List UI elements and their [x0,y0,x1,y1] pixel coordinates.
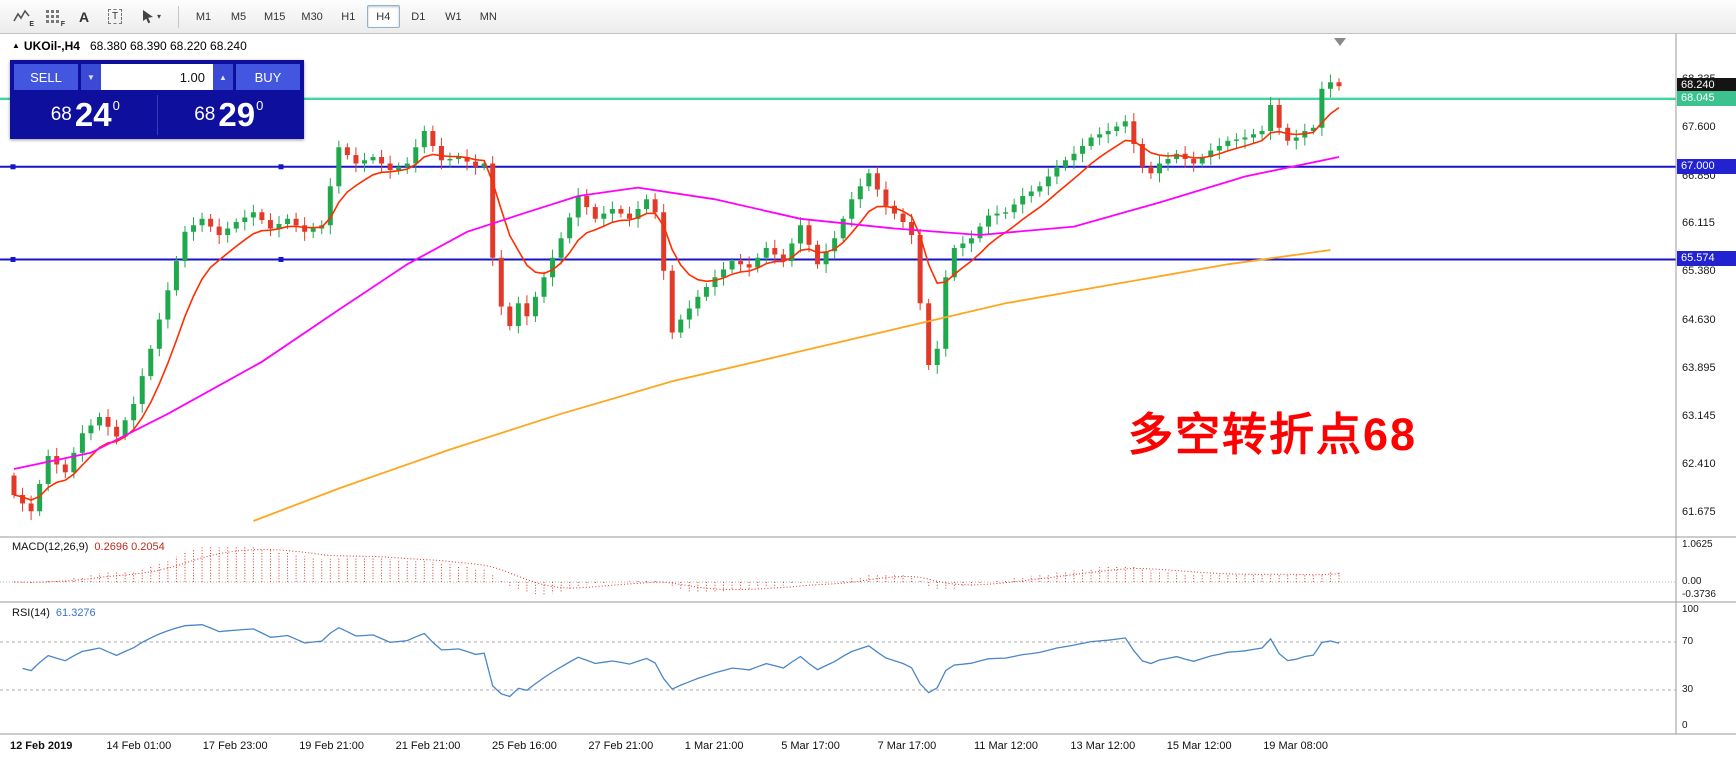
buy-price-whole: 68 [194,103,216,125]
buy-price-pips: 29 [218,96,256,133]
zigzag-icon [13,9,30,22]
text-box-tool-button[interactable]: T [101,4,129,29]
toolbar: E F A T ▾ M1 M5 M15 M30 H1 H4 D1 W1 MN [0,0,1736,34]
chart-title: ▲ UKOil-,H4 68.380 68.390 68.220 68.240 [12,39,247,53]
grid-icon[interactable]: F [39,4,67,29]
price-divider [156,94,158,135]
sell-price[interactable]: 68 24 0 [14,98,157,131]
trade-prices-row: 68 24 0 68 29 0 [14,90,300,139]
icon-badge-e: E [29,21,34,28]
line-handle[interactable] [278,164,284,170]
timeframe-button-m30[interactable]: M30 [294,5,329,28]
trade-controls-row: SELL ▼ ▲ BUY [14,64,300,90]
timeframe-button-d1[interactable]: D1 [402,5,435,28]
buy-button[interactable]: BUY [236,64,300,90]
sell-price-pips: 24 [74,96,112,133]
buy-price-sup: 0 [256,98,264,113]
timeframe-button-w1[interactable]: W1 [437,5,470,28]
text-label-tool-button[interactable]: A [70,4,98,29]
line-handle[interactable] [10,256,16,262]
candles-layer [11,74,1342,520]
rsi-line [22,624,1340,698]
chart-shift-marker-icon[interactable] [1334,38,1346,46]
timeframe-button-h1[interactable]: H1 [332,5,365,28]
line-handle[interactable] [278,256,284,262]
icon-badge-f: F [60,21,65,28]
ma-orange-line [253,249,1331,522]
ohlc-readout: 68.380 68.390 68.220 68.240 [89,39,247,53]
cursor-tool-button[interactable]: ▾ [132,4,170,29]
chart-text-annotation: 多空转折点68 [1128,409,1418,460]
rsi-value: 61.3276 [55,607,96,619]
timeframe-toolbar: M1 M5 M15 M30 H1 H4 D1 W1 MN [187,5,505,28]
ma-magenta-line [13,156,1340,470]
volume-up-button[interactable]: ▲ [213,64,233,90]
sell-price-sup: 0 [112,98,120,113]
letter-a-icon: A [78,8,90,25]
indicators-icon[interactable]: E [8,4,36,29]
macd-values: 0.2696 0.2054 [94,541,165,553]
symbol-period-label: UKOil-,H4 [23,39,80,53]
macd-indicator-label: MACD(12,26,9) 0.2696 0.2054 [12,541,165,553]
line-handle[interactable] [10,164,16,170]
timeframe-button-m15[interactable]: M15 [257,5,292,28]
boxed-t-icon: T [107,9,123,24]
timeframe-button-m5[interactable]: M5 [222,5,255,28]
sell-price-whole: 68 [50,103,72,125]
timeframe-button-m1[interactable]: M1 [187,5,220,28]
timeframe-button-h4[interactable]: H4 [366,5,400,28]
volume-down-button[interactable]: ▼ [81,64,101,90]
timeframe-button-mn[interactable]: MN [472,5,505,28]
rsi-indicator-label: RSI(14) 61.3276 [12,607,96,619]
ma-red-line [13,106,1340,501]
chevron-down-icon: ▾ [156,12,161,21]
macd-histogram [22,546,1340,595]
macd-name: MACD(12,26,9) [12,541,89,553]
toolbar-separator [178,5,179,28]
sell-button[interactable]: SELL [14,64,78,90]
grid-glyph-icon [46,10,59,23]
macd-signal-line [13,548,1340,591]
collapse-triangle-icon[interactable]: ▲ [12,41,20,50]
cursor-icon [142,9,153,23]
rsi-name: RSI(14) [12,607,50,619]
buy-price[interactable]: 68 29 0 [158,98,301,131]
volume-input[interactable] [101,64,213,90]
